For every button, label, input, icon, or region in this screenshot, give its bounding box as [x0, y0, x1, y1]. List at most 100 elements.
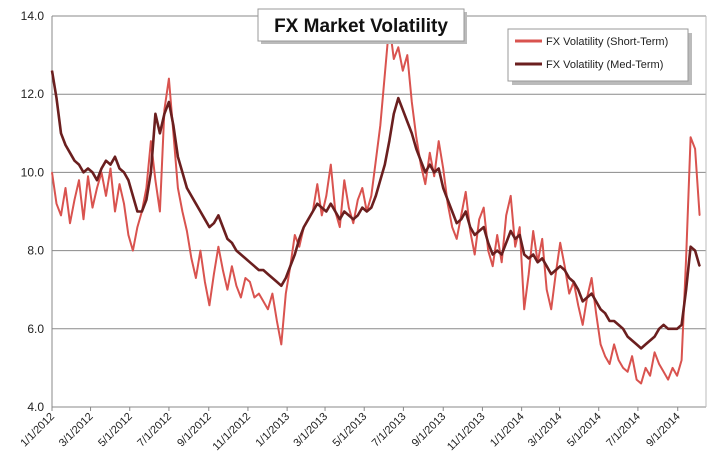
data-point — [60, 132, 62, 134]
data-point — [550, 273, 552, 275]
data-point — [609, 320, 611, 322]
data-point — [523, 308, 525, 310]
data-point — [352, 218, 354, 220]
data-point — [564, 265, 566, 267]
data-point — [154, 179, 156, 181]
data-point — [91, 171, 94, 173]
data-point — [316, 203, 318, 205]
data-point — [384, 74, 386, 76]
data-point — [478, 230, 480, 232]
data-point — [249, 281, 251, 283]
data-point — [307, 218, 309, 220]
data-point — [456, 222, 458, 224]
data-point — [442, 167, 444, 170]
data-point — [280, 343, 282, 345]
data-point — [492, 253, 494, 256]
y-tick-label: 10.0 — [21, 165, 45, 179]
data-point — [231, 265, 233, 267]
data-point — [541, 238, 543, 240]
data-point — [213, 222, 215, 224]
data-point — [276, 281, 278, 283]
data-point — [577, 289, 579, 291]
data-point — [195, 203, 197, 205]
data-point — [186, 230, 188, 232]
data-point — [123, 171, 125, 173]
data-point — [514, 238, 516, 240]
data-point — [204, 218, 206, 220]
data-point — [82, 171, 85, 173]
data-point — [118, 183, 121, 185]
data-point — [375, 160, 377, 162]
data-point — [258, 293, 260, 295]
data-point — [208, 304, 210, 306]
data-point — [654, 351, 656, 353]
data-point — [222, 226, 224, 228]
data-point — [528, 257, 530, 259]
data-point — [109, 164, 112, 166]
data-point — [460, 214, 462, 216]
data-point — [132, 250, 134, 252]
data-point — [316, 183, 318, 185]
data-point — [618, 359, 620, 361]
data-point — [582, 300, 584, 302]
data-point — [469, 230, 471, 232]
data-point — [622, 367, 624, 369]
data-point — [591, 277, 593, 279]
data-point — [204, 281, 206, 283]
data-point — [510, 195, 512, 197]
data-point — [330, 164, 332, 166]
data-point — [168, 78, 170, 80]
data-point — [699, 214, 701, 216]
data-point — [672, 367, 674, 369]
data-point — [636, 343, 638, 345]
data-point — [199, 210, 201, 213]
data-point — [640, 347, 642, 349]
data-point — [132, 195, 134, 197]
data-point — [357, 199, 359, 201]
data-point — [240, 296, 242, 299]
data-point — [73, 160, 76, 162]
data-point — [136, 210, 138, 213]
data-point — [73, 199, 76, 201]
data-point — [402, 109, 404, 111]
data-point — [681, 359, 683, 361]
y-tick-label: 4.0 — [27, 400, 44, 414]
data-point — [370, 207, 372, 209]
data-point — [483, 207, 485, 209]
data-point — [555, 269, 557, 271]
data-point — [618, 324, 620, 326]
data-point — [379, 179, 381, 181]
data-point — [321, 207, 323, 209]
data-point — [564, 269, 566, 271]
data-point — [82, 218, 85, 220]
data-point — [298, 238, 300, 240]
y-tick-label: 14.0 — [21, 9, 45, 23]
data-point — [127, 179, 129, 181]
data-point — [312, 210, 314, 213]
data-point — [537, 261, 539, 263]
data-point — [114, 156, 116, 158]
data-point — [150, 171, 152, 173]
series-short-term — [51, 22, 701, 385]
data-point — [685, 289, 687, 291]
data-point — [469, 226, 471, 228]
data-point — [595, 300, 597, 302]
data-point — [478, 218, 480, 220]
data-point — [361, 187, 363, 189]
data-point — [582, 324, 584, 326]
data-point — [519, 234, 521, 236]
data-point — [559, 242, 561, 244]
data-point — [501, 261, 503, 263]
data-point — [294, 234, 296, 236]
data-point — [105, 195, 107, 197]
data-point — [78, 164, 80, 166]
data-point — [654, 336, 656, 338]
data-point — [415, 148, 417, 150]
data-point — [159, 210, 161, 213]
data-point — [235, 250, 237, 252]
data-point — [636, 379, 638, 381]
data-point — [649, 375, 651, 377]
data-point — [154, 113, 156, 115]
data-point — [222, 269, 224, 271]
